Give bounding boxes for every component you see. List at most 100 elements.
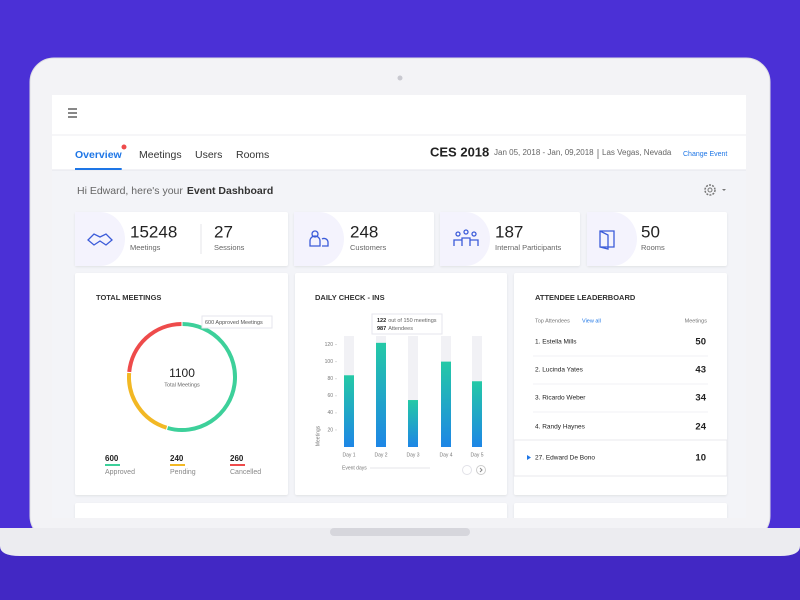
highlight-row: [513, 439, 728, 477]
legend-value: 240: [170, 454, 184, 463]
next-button[interactable]: [476, 465, 486, 475]
panel-title: TOTAL MEETINGS: [96, 293, 161, 302]
change-event[interactable]: Change Event: [683, 151, 727, 158]
attendee-meetings: 24: [695, 422, 706, 433]
nav-tab[interactable]: Users: [195, 149, 222, 161]
notch: [330, 528, 470, 536]
greeting-emphasis: Event Dashboard: [187, 185, 273, 197]
tooltip-bg: [371, 313, 443, 335]
panel: [75, 503, 507, 518]
event-name: CES 2018: [430, 144, 489, 159]
people-icon: [309, 230, 329, 247]
stat-value: 187: [495, 222, 523, 241]
x-axis-label: Event days: [342, 465, 367, 471]
panel-title: ATTENDEE LEADERBOARD: [535, 293, 636, 302]
legend-label: Approved: [105, 469, 135, 476]
legend-label: Cancelled: [230, 469, 261, 476]
header: [52, 95, 746, 170]
tooltip: 600 Approved Meetings: [205, 320, 263, 326]
nav-tab[interactable]: Overview: [75, 149, 123, 161]
donut-label: Total Meetings: [164, 382, 200, 388]
prev-button[interactable]: [462, 465, 472, 475]
stat-label: Sessions: [214, 243, 245, 252]
stat-label: Internal Participants: [495, 243, 562, 252]
tooltip-count: 987: [377, 326, 386, 332]
tooltip: 987 Attendees: [377, 326, 413, 332]
group-icon: [453, 229, 479, 246]
icon-bg: [440, 212, 490, 266]
arrow: [479, 467, 483, 473]
nav-tab[interactable]: Rooms: [236, 149, 269, 161]
settings-icon[interactable]: [704, 184, 726, 196]
nav-tab[interactable]: Meetings: [139, 149, 182, 161]
bar: [408, 400, 418, 447]
menu-icon[interactable]: [68, 108, 77, 118]
stat-label: Customers: [350, 243, 387, 252]
icon-bg: [75, 212, 125, 266]
stat-value: 27: [214, 222, 233, 241]
attendee-name: 1. Estella Mills: [535, 339, 577, 346]
attendee-meetings: 10: [695, 453, 706, 464]
greeting: Hi Edward, here's your Event Dashboard: [77, 185, 273, 197]
laptop-base: [0, 528, 800, 556]
y-tick-label: 120: [325, 342, 334, 348]
bar: [376, 342, 386, 447]
donut-segment: [127, 322, 182, 373]
y-tick-label: 60: [327, 393, 333, 399]
stat-card: [75, 212, 288, 266]
legend-value: 260: [230, 454, 244, 463]
row-marker: [527, 455, 531, 460]
panel: [514, 503, 727, 518]
attendee-name: 4. Randy Haynes: [535, 424, 586, 431]
attendee-meetings: 50: [695, 337, 706, 348]
tooltip-count: 122: [377, 318, 386, 324]
screen: Overview Meetings Users Rooms CES 2018 Jan 05…: [52, 95, 746, 518]
legend-label: Pending: [170, 469, 196, 476]
x-tick-label: Day 5: [470, 452, 483, 458]
y-tick-label: 20: [327, 427, 333, 433]
tooltip: 122 out of 150 meetings: [377, 318, 437, 324]
attendee-name: 3. Ricardo Weber: [535, 395, 586, 402]
x-tick-label: Day 1: [342, 452, 355, 458]
column-header: Meetings: [685, 318, 708, 324]
event-location: Las Vegas, Nevada: [602, 148, 672, 157]
legend-swatch: [230, 464, 245, 466]
attendee-name: 2. Lucinda Yates: [535, 367, 584, 374]
door-icon: [599, 230, 615, 250]
greeting-text: Hi Edward, here's your: [77, 185, 183, 197]
donut-segment: [167, 322, 237, 432]
attendee-meetings: 34: [695, 393, 706, 404]
legend-value: 600: [105, 454, 119, 463]
y-tick-label: 80: [327, 376, 333, 382]
y-tick-label: 40: [327, 410, 333, 416]
attendee-name: 27. Edward De Bono: [535, 455, 595, 462]
donut-segment: [127, 372, 168, 430]
panel-title: DAILY CHECK - INS: [315, 293, 385, 302]
tab-underline: [75, 168, 122, 170]
bar: [472, 381, 482, 447]
x-tick-label: Day 2: [374, 452, 387, 458]
shadow: [0, 548, 800, 600]
icon-bg: [587, 212, 637, 266]
y-tick-label: 100: [325, 359, 334, 365]
stat-value: 50: [641, 222, 660, 241]
stat-label: Meetings: [130, 243, 161, 252]
legend-swatch: [105, 464, 120, 466]
bar: [441, 361, 451, 447]
stat-value: 248: [350, 222, 378, 241]
legend-swatch: [170, 464, 185, 466]
y-axis-label: Meetings: [315, 425, 321, 446]
bar: [344, 375, 354, 447]
stat-value: 15248: [130, 222, 177, 241]
event-dates: Jan 05, 2018 - Jan, 09,2018: [494, 148, 594, 157]
camera: [397, 75, 403, 81]
column-header: Top Attendees: [535, 318, 570, 324]
attendee-meetings: 43: [695, 365, 706, 376]
view-all[interactable]: View all: [582, 318, 601, 324]
tooltip-text: out of 150 meetings: [388, 318, 437, 324]
x-tick-label: Day 4: [439, 452, 452, 458]
tooltip-text: Attendees: [388, 326, 413, 332]
donut-total: 1100: [169, 366, 195, 380]
